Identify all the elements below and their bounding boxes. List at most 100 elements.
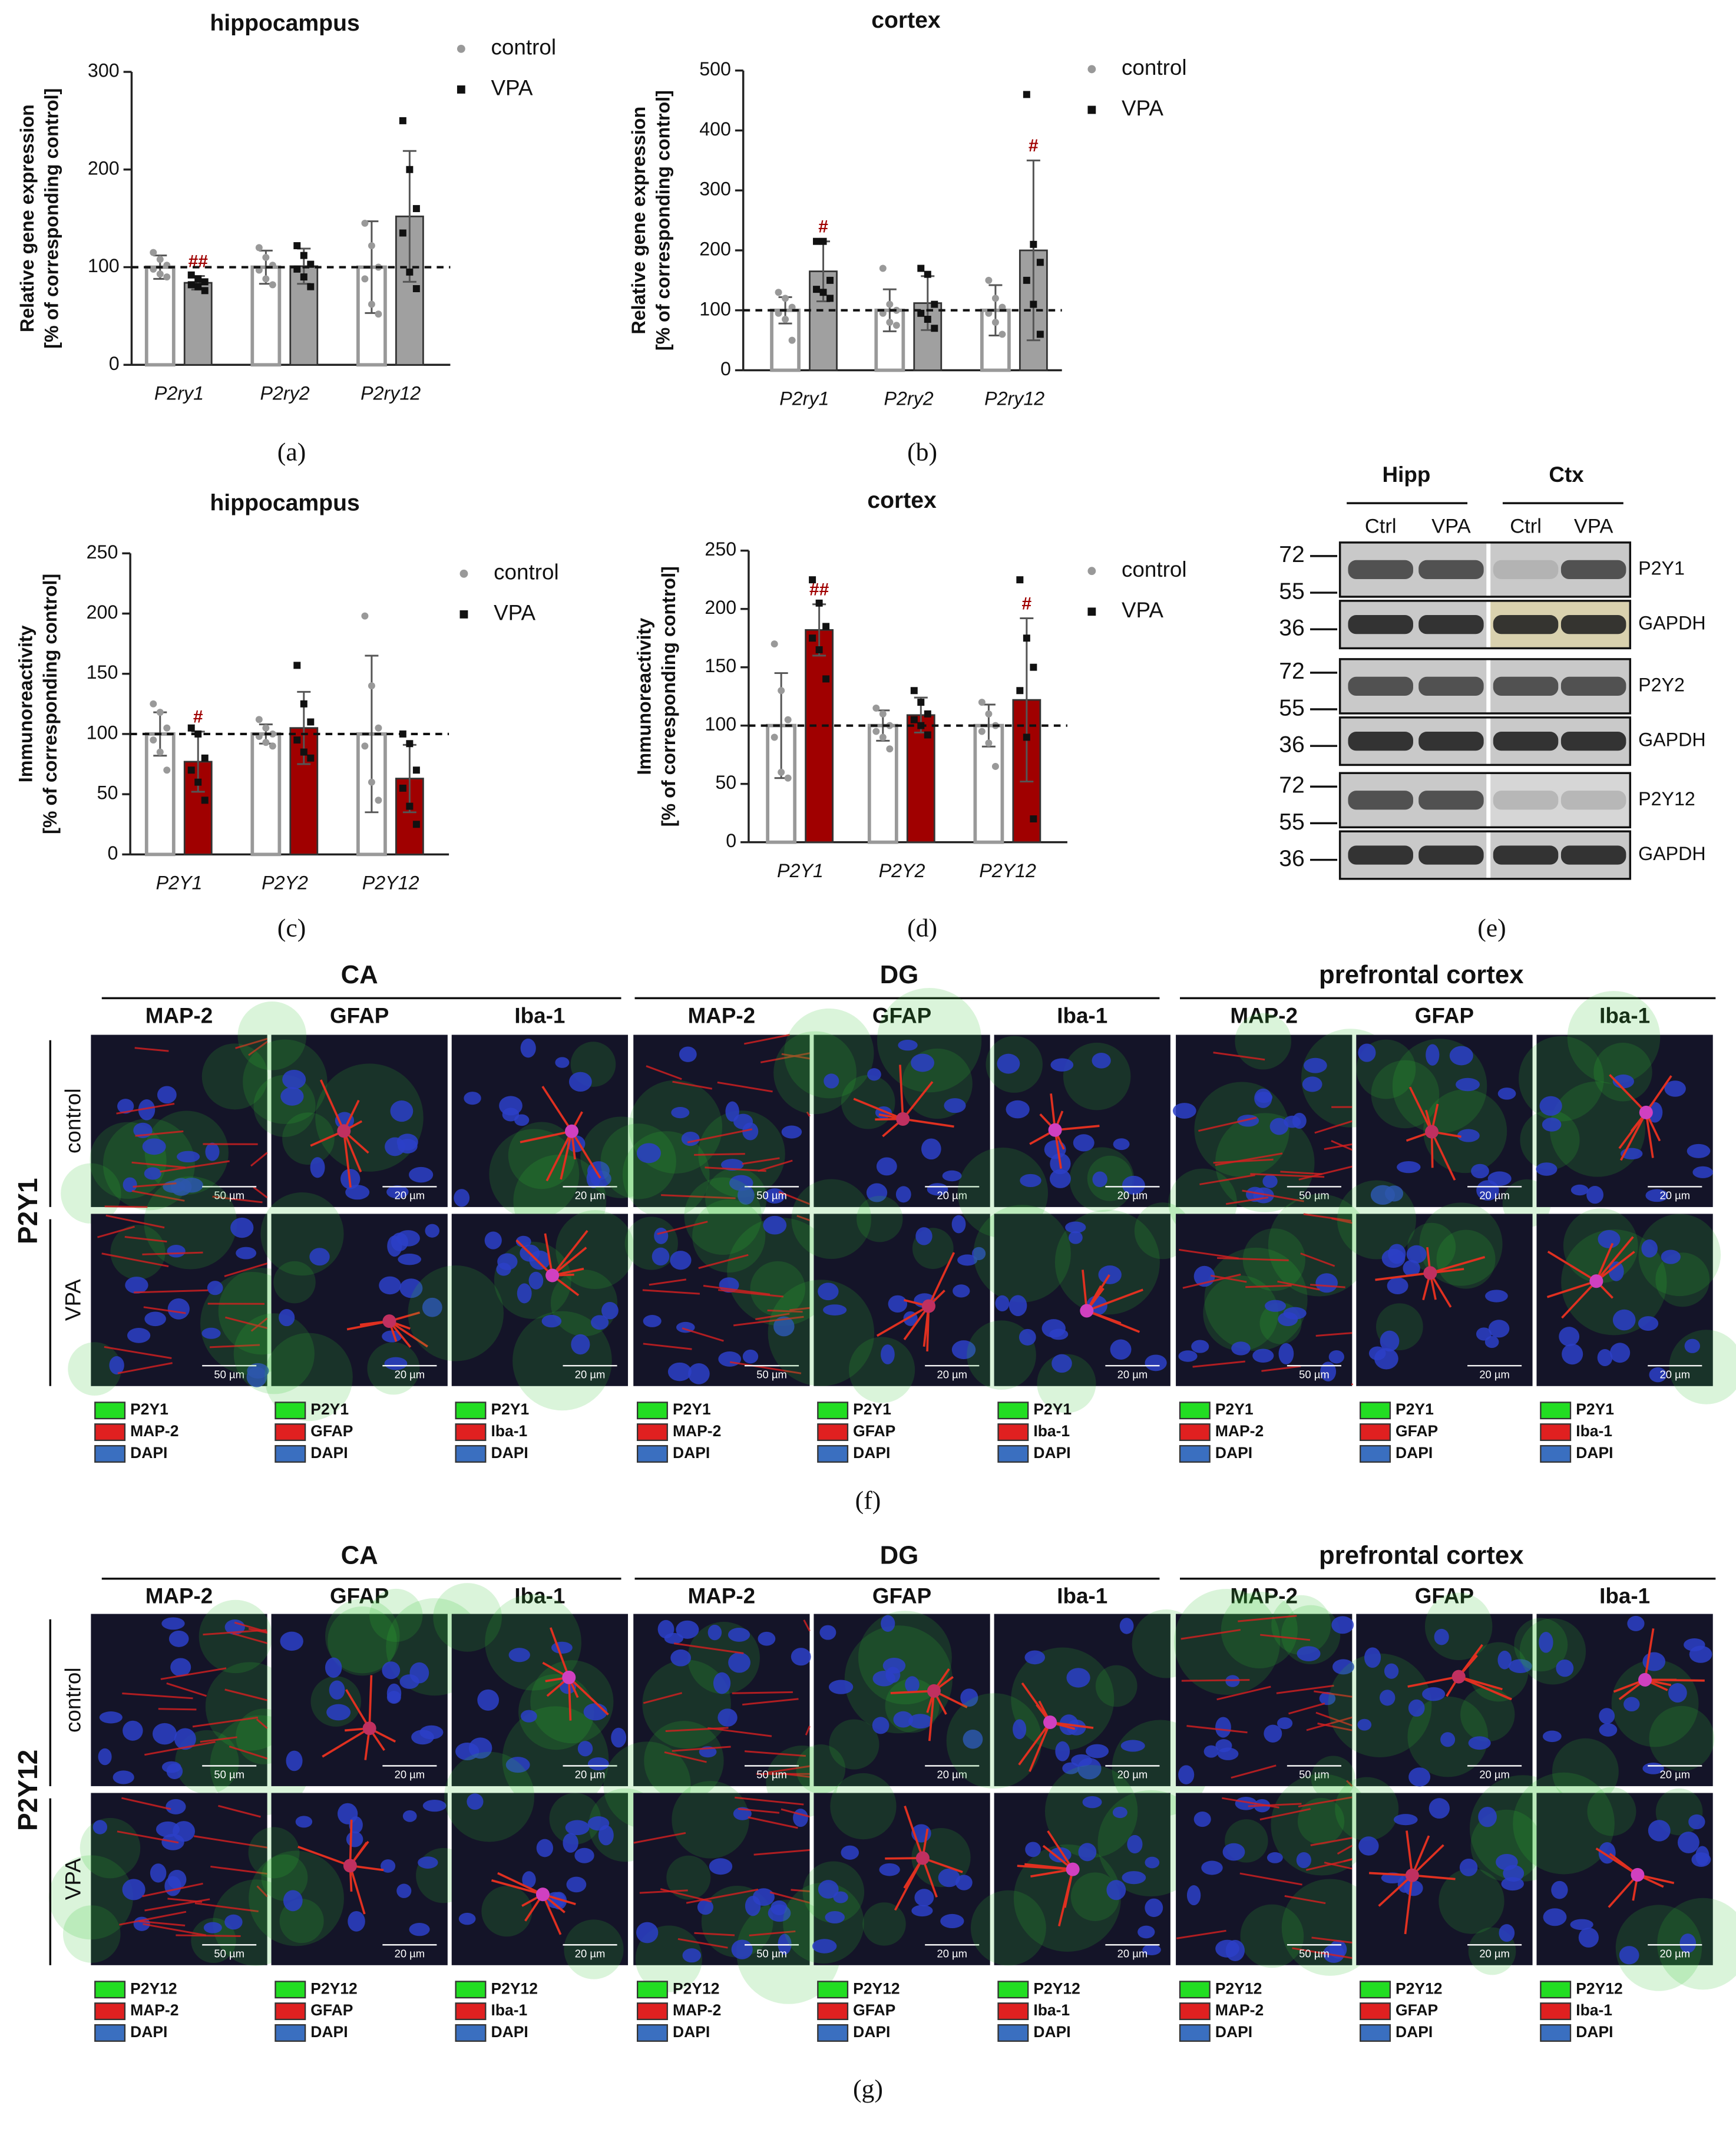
micrograph — [451, 1214, 629, 1386]
data-point — [255, 244, 263, 252]
red-signal — [1192, 1360, 1245, 1368]
blot-band — [1560, 732, 1626, 751]
lane-label: VPA — [1574, 515, 1613, 538]
red-signal — [742, 1698, 799, 1706]
scale-label: 20 µm — [1117, 1368, 1148, 1380]
red-signal — [541, 1086, 573, 1132]
red-signal — [105, 1214, 165, 1229]
scale-label: 50 µm — [756, 1189, 787, 1201]
nucleus — [1499, 1924, 1515, 1942]
nucleus — [1664, 1080, 1686, 1097]
nucleus — [944, 1098, 966, 1113]
nucleus — [1358, 1043, 1376, 1062]
stain-header: Iba-1 — [514, 1584, 565, 1608]
nucleus — [396, 1883, 412, 1898]
red-signal — [570, 1131, 601, 1179]
green-signal — [666, 1855, 711, 1900]
red-signal — [224, 1688, 268, 1701]
red-signal — [664, 1751, 707, 1763]
green-signal — [61, 1163, 121, 1224]
nucleus — [1267, 1852, 1283, 1863]
red-signal — [732, 1691, 793, 1694]
red-signal — [1181, 1629, 1241, 1640]
nucleus — [1008, 1295, 1027, 1317]
protein-label: GAPDH — [1638, 843, 1706, 864]
legend-swatch — [636, 1423, 668, 1442]
legend-swatch — [455, 2002, 487, 2021]
blot-band — [1560, 615, 1626, 634]
nucleus — [1142, 1944, 1161, 1956]
legend-swatch — [636, 1981, 668, 1999]
scale-label: 50 µm — [756, 1947, 787, 1959]
legend-label: DAPI — [1215, 2023, 1252, 2041]
legend-swatch — [1540, 1981, 1572, 1999]
red-signal — [753, 1849, 810, 1856]
nucleus — [1254, 1088, 1272, 1108]
nucleus — [995, 1295, 1010, 1312]
red-signal — [1276, 1684, 1334, 1694]
red-signal — [1298, 1796, 1353, 1808]
red-signal — [633, 1832, 686, 1844]
nucleus — [1661, 1250, 1681, 1264]
scale-label: 20 µm — [937, 1368, 967, 1380]
data-point — [892, 322, 900, 329]
red-signal — [1343, 1858, 1353, 1862]
red-signal — [1608, 1874, 1639, 1908]
nucleus — [997, 1053, 1020, 1074]
nucleus — [567, 1135, 586, 1152]
legend-swatch — [1360, 1423, 1391, 1442]
green-signal — [555, 1210, 635, 1289]
legend-label: P2Y12 — [1215, 1979, 1262, 1997]
nucleus — [742, 1349, 759, 1364]
legend-swatch — [997, 1423, 1029, 1442]
red-signal — [738, 1807, 780, 1814]
red-signal — [235, 1037, 268, 1049]
data-point — [872, 728, 880, 735]
green-signal — [1520, 1110, 1580, 1170]
green-signal — [1281, 1605, 1341, 1664]
green-signal — [1044, 1764, 1138, 1858]
green-signal — [444, 1751, 535, 1842]
red-signal — [767, 1309, 803, 1313]
green-signal — [1070, 1872, 1120, 1921]
chart-title: hippocampus — [210, 11, 359, 36]
nucleus — [1648, 1820, 1671, 1842]
y-tick-label: 300 — [88, 60, 120, 81]
region-header: CA — [341, 960, 378, 989]
data-point — [822, 675, 830, 683]
blot-band — [1560, 845, 1626, 865]
legend-swatch — [1360, 2024, 1391, 2042]
nucleus — [728, 1628, 750, 1642]
data-point — [406, 166, 414, 173]
nucleus — [1067, 1720, 1086, 1736]
red-signal — [1215, 1152, 1283, 1166]
legend-swatch — [94, 2024, 126, 2042]
nucleus — [1315, 1273, 1338, 1293]
nucleus — [109, 1356, 124, 1375]
data-point — [150, 700, 157, 708]
blot-frame — [1338, 830, 1632, 880]
nucleus — [1193, 1812, 1211, 1827]
nucleus — [828, 1680, 854, 1694]
red-signal — [1018, 1721, 1051, 1766]
nucleus — [707, 1624, 722, 1641]
data-point — [1016, 687, 1024, 695]
red-signal — [212, 1195, 263, 1204]
legend-swatch — [997, 1445, 1029, 1463]
data-point — [775, 309, 782, 317]
legend-swatch — [1179, 2024, 1211, 2042]
nucleus — [496, 1262, 511, 1276]
red-signal — [1261, 1365, 1301, 1372]
nucleus — [1225, 1939, 1245, 1962]
legend-label: MAP-2 — [1215, 2001, 1264, 2019]
green-signal — [1063, 1042, 1131, 1110]
panel-label: (c) — [277, 914, 306, 942]
legend-swatch — [636, 1445, 668, 1463]
red-signal — [1315, 1711, 1353, 1727]
data-point — [771, 733, 778, 741]
nucleus — [295, 1816, 313, 1828]
red-signal — [657, 1221, 708, 1235]
nucleus — [1429, 1798, 1450, 1819]
green-signal — [199, 1599, 272, 1674]
nucleus — [1062, 1762, 1080, 1774]
